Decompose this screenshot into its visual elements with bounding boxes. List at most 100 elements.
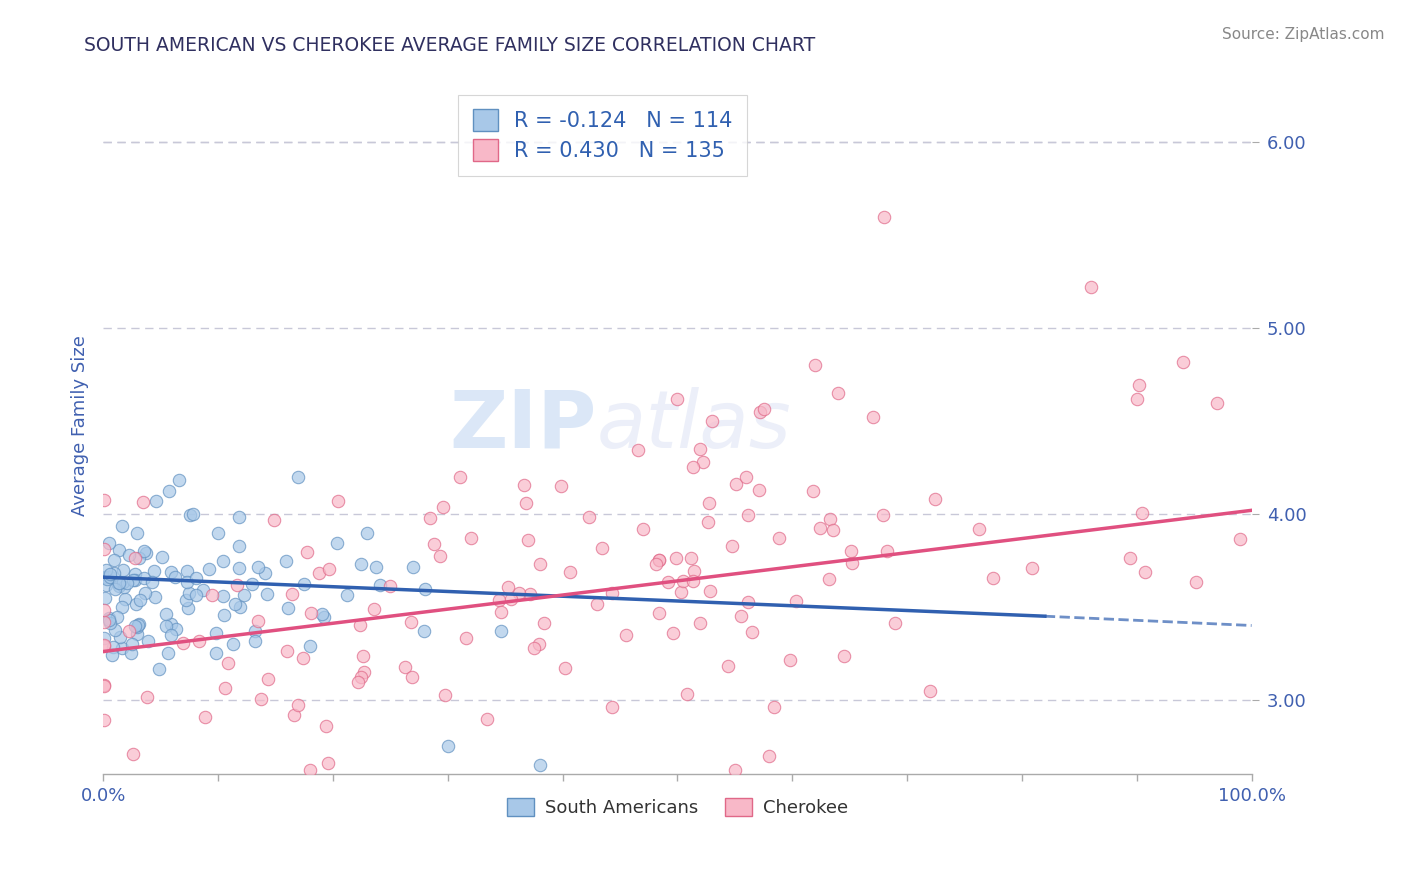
Point	[191, 582, 214, 597]
Point	[394, 660, 416, 674]
Point	[96, 572, 118, 586]
Point	[550, 479, 572, 493]
Point	[748, 405, 770, 419]
Point	[1171, 354, 1194, 368]
Point	[477, 712, 499, 726]
Point	[876, 544, 898, 558]
Point	[519, 587, 541, 601]
Point	[823, 523, 845, 537]
Point	[98, 615, 121, 630]
Point	[591, 541, 613, 556]
Point	[124, 619, 146, 633]
Point	[212, 589, 235, 603]
Point	[839, 543, 862, 558]
Point	[93, 542, 115, 557]
Point	[101, 640, 124, 654]
Point	[100, 648, 122, 662]
Point	[198, 561, 221, 575]
Point	[128, 616, 150, 631]
Point	[1185, 574, 1208, 589]
Point	[527, 637, 550, 651]
Point	[257, 672, 280, 686]
Point	[356, 525, 378, 540]
Point	[103, 553, 125, 567]
Point	[188, 634, 211, 648]
Point	[135, 546, 157, 560]
Point	[326, 494, 349, 508]
Point	[298, 763, 321, 777]
Point	[93, 640, 115, 654]
Point	[134, 586, 156, 600]
Point	[349, 618, 371, 632]
Point	[681, 550, 703, 565]
Point	[122, 573, 145, 587]
Point	[100, 566, 122, 581]
Point	[808, 521, 831, 535]
Point	[127, 617, 149, 632]
Text: atlas: atlas	[598, 387, 792, 465]
Point	[501, 592, 523, 607]
Point	[648, 552, 671, 566]
Point	[98, 535, 121, 549]
Point	[94, 591, 117, 606]
Point	[159, 483, 181, 498]
Point	[110, 640, 132, 655]
Point	[669, 584, 692, 599]
Point	[93, 678, 115, 692]
Point	[127, 626, 149, 640]
Point	[177, 586, 200, 600]
Point	[508, 586, 530, 600]
Point	[283, 708, 305, 723]
Point	[207, 526, 229, 541]
Point	[96, 578, 118, 592]
Point	[683, 564, 706, 578]
Point	[666, 392, 689, 406]
Point	[132, 544, 155, 558]
Point	[280, 587, 302, 601]
Point	[730, 609, 752, 624]
Point	[785, 593, 807, 607]
Point	[132, 571, 155, 585]
Point	[700, 414, 723, 428]
Point	[533, 615, 555, 630]
Point	[128, 551, 150, 566]
Point	[1128, 378, 1150, 392]
Point	[741, 624, 763, 639]
Point	[318, 562, 340, 576]
Point	[118, 548, 141, 562]
Point	[141, 574, 163, 589]
Point	[676, 687, 699, 701]
Point	[873, 210, 896, 224]
Point	[967, 522, 990, 536]
Point	[112, 580, 135, 594]
Point	[308, 566, 330, 580]
Y-axis label: Average Family Size: Average Family Size	[72, 335, 89, 516]
Point	[214, 681, 236, 696]
Point	[456, 631, 478, 645]
Point	[217, 656, 239, 670]
Point	[648, 606, 671, 620]
Point	[1229, 532, 1251, 546]
Point	[292, 577, 315, 591]
Point	[672, 574, 695, 589]
Point	[363, 601, 385, 615]
Point	[600, 586, 623, 600]
Point	[108, 576, 131, 591]
Point	[226, 578, 249, 592]
Point	[276, 644, 298, 658]
Point	[107, 543, 129, 558]
Point	[103, 566, 125, 580]
Point	[432, 500, 454, 514]
Point	[697, 515, 720, 529]
Point	[121, 747, 143, 761]
Point	[176, 575, 198, 590]
Point	[644, 558, 666, 572]
Point	[93, 638, 115, 652]
Point	[125, 597, 148, 611]
Point	[436, 739, 458, 754]
Point	[311, 607, 333, 622]
Point	[661, 626, 683, 640]
Point	[277, 601, 299, 615]
Legend: South Americans, Cherokee: South Americans, Cherokee	[499, 790, 855, 824]
Point	[872, 508, 894, 522]
